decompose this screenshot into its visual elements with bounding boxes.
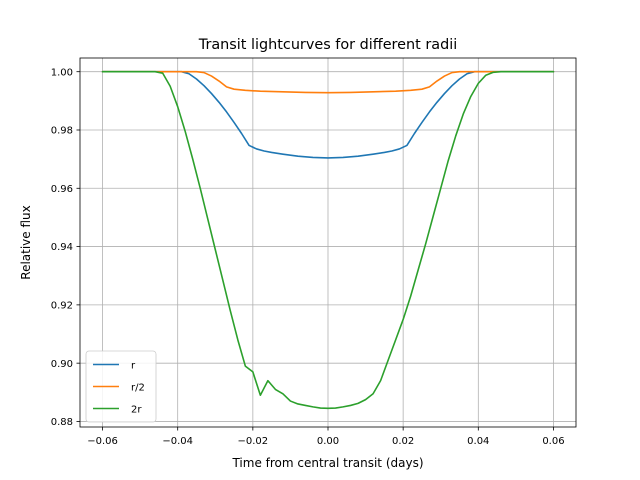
x-tick-label: −0.04: [162, 436, 193, 447]
y-tick-label: 0.96: [51, 184, 73, 195]
y-axis-ticks: 0.88 0.90 0.92 0.94 0.96 0.98 1.00: [51, 67, 80, 428]
x-tick-label: 0.06: [542, 436, 564, 447]
x-tick-label: 0.02: [392, 436, 414, 447]
series-line-r/2: [101, 70, 555, 94]
series-layer: [101, 70, 555, 410]
x-tick-label: 0.00: [317, 436, 339, 447]
chart-title: Transit lightcurves for different radii: [198, 37, 457, 53]
legend: r r/2 2r: [85, 350, 157, 423]
y-axis-label: Relative flux: [19, 205, 33, 279]
y-tick-label: 0.88: [51, 417, 73, 428]
legend-label: r/2: [131, 383, 145, 394]
legend-box: [85, 350, 157, 423]
legend-label: 2r: [131, 405, 142, 416]
y-tick-label: 0.98: [51, 126, 73, 137]
x-tick-label: 0.04: [467, 436, 489, 447]
y-tick-label: 0.94: [51, 242, 73, 253]
x-tick-label: −0.06: [87, 436, 118, 447]
y-tick-label: 1.00: [51, 67, 73, 78]
x-axis-label: Time from central transit (days): [231, 456, 423, 470]
y-tick-label: 0.90: [51, 359, 73, 370]
y-tick-label: 0.92: [51, 300, 73, 311]
series-line-r: [101, 70, 555, 159]
grid: [80, 58, 576, 427]
series-line-2r: [101, 70, 555, 410]
legend-label: r: [131, 361, 136, 372]
x-axis-ticks: −0.06 −0.04 −0.02 0.00 0.02 0.04 0.06: [87, 427, 565, 447]
x-tick-label: −0.02: [238, 436, 269, 447]
